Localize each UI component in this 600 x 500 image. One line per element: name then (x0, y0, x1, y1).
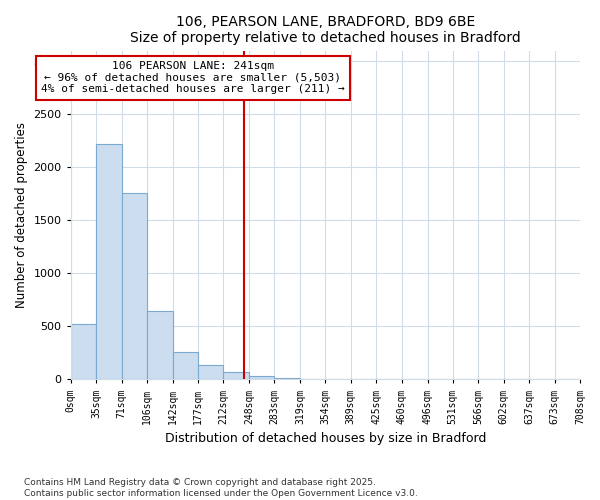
Bar (274, 378, 300, 380)
Bar (249, 376, 274, 380)
Bar (198, 365, 223, 380)
Bar (96, 144, 122, 380)
Bar (376, 379, 401, 380)
Bar (122, 192, 147, 380)
Title: 106, PEARSON LANE, BRADFORD, BD9 6BE
Size of property relative to detached house: 106, PEARSON LANE, BRADFORD, BD9 6BE Siz… (130, 15, 521, 45)
X-axis label: Distribution of detached houses by size in Bradford: Distribution of detached houses by size … (164, 432, 486, 445)
Bar (71, 324, 96, 380)
Text: Contains HM Land Registry data © Crown copyright and database right 2025.
Contai: Contains HM Land Registry data © Crown c… (24, 478, 418, 498)
Bar (147, 312, 173, 380)
Text: 106 PEARSON LANE: 241sqm
← 96% of detached houses are smaller (5,503)
4% of semi: 106 PEARSON LANE: 241sqm ← 96% of detach… (41, 61, 345, 94)
Bar (173, 352, 198, 380)
Y-axis label: Number of detached properties: Number of detached properties (15, 122, 28, 308)
Bar (223, 372, 249, 380)
